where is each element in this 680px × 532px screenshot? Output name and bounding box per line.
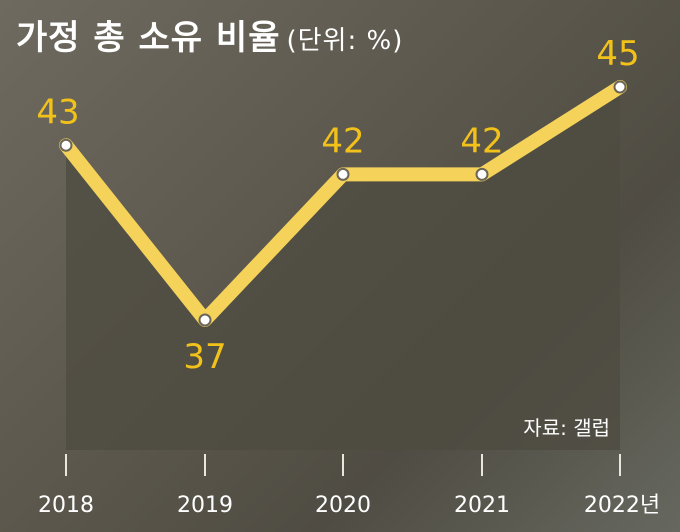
x-tick-label-2: 2020 — [315, 493, 371, 518]
x-tick-label-3: 2021 — [454, 493, 510, 518]
source-note: 자료: 갤럽 — [523, 416, 610, 440]
data-label-2019: 37 — [183, 337, 226, 377]
data-label-2020: 42 — [321, 121, 364, 161]
data-point-2018 — [59, 138, 73, 152]
x-axis-tick-labels: 2018 2019 2020 2021 2022년 — [38, 493, 660, 518]
chart-title: 가정 총 소유 비율 (단위: %) — [16, 10, 403, 59]
data-label-2018: 43 — [36, 92, 79, 132]
data-label-2022년: 45 — [596, 34, 639, 74]
x-tick-label-4: 2022년 — [584, 493, 660, 518]
x-tick-label-1: 2019 — [177, 493, 233, 518]
x-axis-ticks — [65, 454, 621, 476]
chart-subtitle: (단위: %) — [286, 26, 404, 56]
x-tick-label-0: 2018 — [38, 493, 94, 518]
data-labels: 43 37 42 42 45 — [36, 34, 639, 377]
data-point-2019 — [198, 313, 212, 327]
data-point-2021 — [475, 167, 489, 181]
data-label-2021: 42 — [460, 121, 503, 161]
chart-title-text: 가정 총 소유 비율 — [16, 18, 281, 58]
data-point-2020 — [336, 167, 350, 181]
data-points — [59, 80, 627, 327]
data-point-2022년 — [613, 80, 627, 94]
